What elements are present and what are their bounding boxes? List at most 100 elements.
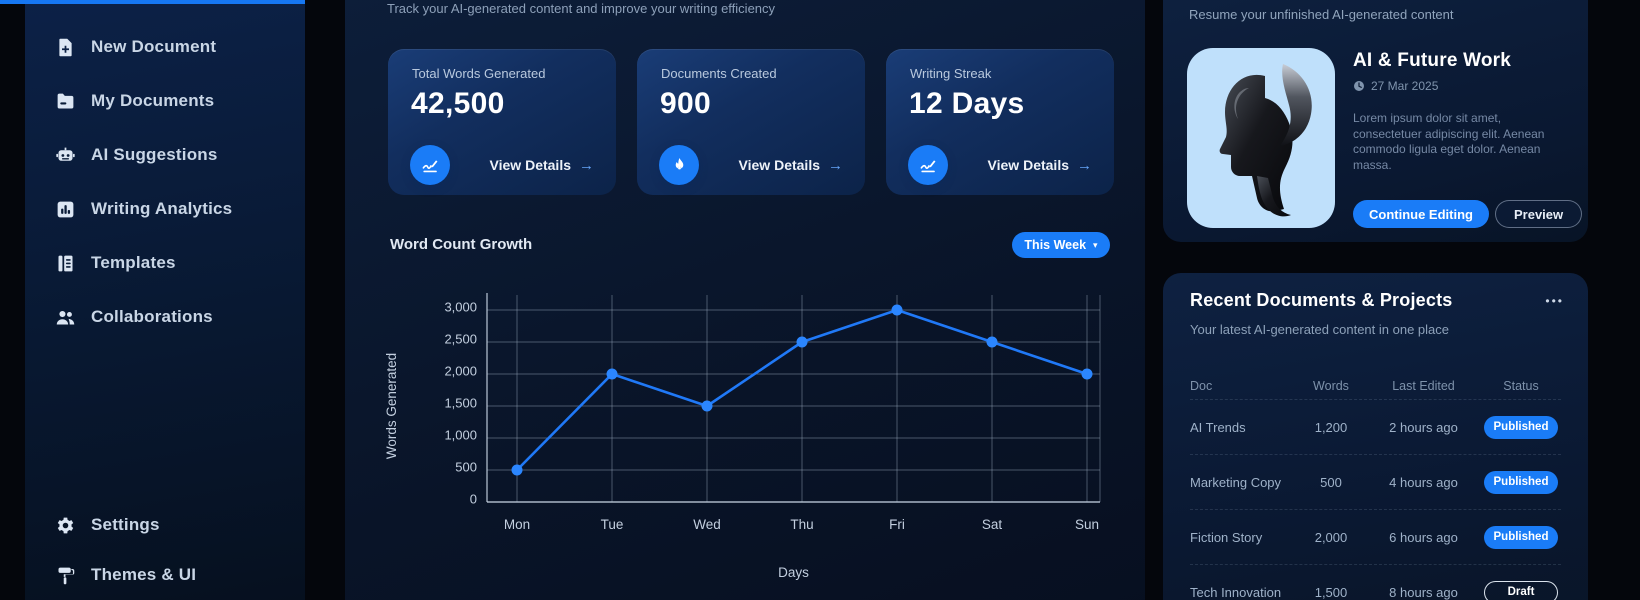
template-icon [55,253,76,274]
document-date-row: 27 Mar 2025 [1353,79,1569,93]
arrow-right-icon: → [1077,156,1092,174]
sidebar-top-accent-bar [0,0,305,4]
arrow-right-icon: → [579,156,594,174]
sidebar-item-label: Writing Analytics [91,199,233,218]
stat-card-total-words: Total Words Generated 42,500 View Detail… [388,49,616,195]
resume-panel: Resume your unfinished AI-generated cont… [1163,0,1588,242]
status-badge: Published [1483,470,1559,494]
file-plus-icon [55,37,76,58]
svg-text:1,500: 1,500 [444,395,477,410]
sidebar-item-my-documents[interactable]: My Documents [25,74,305,128]
document-title: AI & Future Work [1353,50,1512,71]
svg-text:Words Generated: Words Generated [384,353,399,459]
svg-text:500: 500 [455,459,477,474]
sidebar-item-label: Collaborations [91,307,213,326]
table-row[interactable]: Tech Innovation 1,500 8 hours ago Draft [1190,564,1561,600]
stat-label: Documents Created [661,66,777,81]
stat-value: 12 Days [909,87,1025,120]
table-row[interactable]: Marketing Copy 500 4 hours ago Published [1190,454,1561,509]
view-details-link[interactable]: View Details → [738,156,843,174]
doc-edited: 2 hours ago [1389,419,1458,435]
svg-text:Days: Days [778,565,809,580]
preview-button[interactable]: Preview [1494,200,1583,228]
recent-documents-panel: Recent Documents & Projects ••• Your lat… [1163,273,1588,600]
view-details-link[interactable]: View Details → [489,156,594,174]
main-panel: Track your AI-generated content and impr… [345,0,1145,600]
ellipsis-menu-icon[interactable]: ••• [1545,293,1564,308]
svg-text:Sun: Sun [1075,517,1099,532]
column-header-doc: Doc [1190,379,1213,393]
chart-title: Word Count Growth [390,236,533,253]
sidebar-item-label: Settings [91,515,160,534]
sidebar-item-settings[interactable]: Settings [25,500,305,550]
recent-panel-subtitle: Your latest AI-generated content in one … [1190,322,1449,337]
sidebar-item-label: My Documents [91,91,215,110]
clock-icon [1354,81,1364,91]
doc-name: Marketing Copy [1190,474,1282,490]
robot-icon [55,145,76,166]
sidebar-item-writing-analytics[interactable]: Writing Analytics [25,182,305,236]
svg-text:2,500: 2,500 [444,331,477,346]
doc-name: Fiction Story [1190,529,1263,545]
sidebar-item-ai-suggestions[interactable]: AI Suggestions [25,128,305,182]
svg-text:Fri: Fri [889,517,905,532]
table-header-row: Doc Words Last Edited Status [1190,373,1561,399]
svg-text:Thu: Thu [790,517,813,532]
documents-table: Doc Words Last Edited Status AI Trends 1… [1190,373,1561,600]
doc-words: 1,500 [1314,584,1348,600]
svg-text:Sat: Sat [982,517,1003,532]
status-badge: Draft [1484,580,1558,600]
signature-pen-icon [908,145,948,185]
recent-panel-title: Recent Documents & Projects [1190,290,1453,310]
doc-edited: 6 hours ago [1389,529,1458,545]
stat-value: 900 [660,87,711,120]
document-thumbnail [1187,48,1335,228]
arrow-right-icon: → [828,156,843,174]
sidebar-item-themes-ui[interactable]: Themes & UI [25,550,305,600]
doc-words: 2,000 [1314,529,1348,545]
document-date: 27 Mar 2025 [1371,79,1439,93]
metallic-head-art [1219,64,1312,217]
chart-range-dropdown[interactable]: This Week ▾ [1012,232,1110,258]
table-row[interactable]: AI Trends 1,200 2 hours ago Published [1190,399,1561,454]
doc-name: Tech Innovation [1190,584,1282,600]
word-count-growth-chart: 0 500 1,000 1,500 2,000 2,500 3,000 Mon Tue Wed Th… [384,293,1101,580]
resume-card-info: AI & Future Work 27 Mar 2025 Lorem ipsum… [1353,50,1569,173]
sidebar: New Document My Documents AI Suggestions… [25,0,305,600]
sidebar-item-collaborations[interactable]: Collaborations [25,290,305,344]
svg-text:3,000: 3,000 [444,299,477,314]
flame-icon [659,145,699,185]
sidebar-item-label: AI Suggestions [91,145,218,164]
stat-cards-row: Total Words Generated 42,500 View Detail… [345,49,1145,195]
continue-editing-button[interactable]: Continue Editing [1353,200,1489,228]
doc-words: 500 [1320,474,1342,490]
stat-card-documents-created: Documents Created 900 View Details → [637,49,865,195]
svg-text:1,000: 1,000 [444,427,477,442]
sidebar-item-new-document[interactable]: New Document [25,20,305,74]
stat-card-writing-streak: Writing Streak 12 Days View Details → [886,49,1114,195]
svg-text:2,000: 2,000 [444,363,477,378]
view-details-link[interactable]: View Details → [987,156,1092,174]
table-row[interactable]: Fiction Story 2,000 6 hours ago Publishe… [1190,509,1561,564]
folder-icon [55,91,76,112]
page-subtitle: Track your AI-generated content and impr… [387,1,776,16]
doc-words: 1,200 [1314,419,1348,435]
document-excerpt: Lorem ipsum dolor sit amet, consectetuer… [1353,111,1545,172]
svg-text:Mon: Mon [504,517,530,532]
chevron-down-icon: ▾ [1093,239,1098,250]
sidebar-item-label: Themes & UI [91,565,197,584]
bar-chart-icon [55,199,76,220]
column-header-words: Words [1313,379,1349,393]
column-header-edited: Last Edited [1392,379,1455,393]
doc-edited: 4 hours ago [1389,474,1458,490]
sidebar-item-templates[interactable]: Templates [25,236,305,290]
range-label: This Week [1024,238,1087,252]
status-badge: Published [1483,415,1559,439]
resume-heading: Resume your unfinished AI-generated cont… [1189,7,1454,22]
sidebar-item-label: Templates [91,253,176,272]
svg-text:Wed: Wed [693,517,721,532]
paint-roller-icon [55,565,76,586]
doc-edited: 8 hours ago [1389,584,1458,600]
stat-value: 42,500 [411,87,505,120]
svg-text:0: 0 [470,491,477,506]
